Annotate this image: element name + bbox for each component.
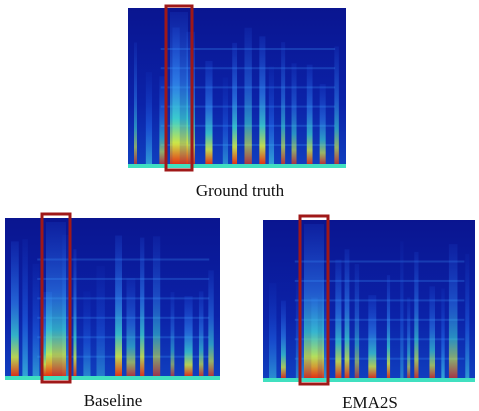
spectral-streak [208,270,214,376]
spectral-streak [22,239,28,376]
spectral-streak [73,249,77,376]
harmonic-band [294,338,465,341]
spectral-streak [115,235,122,376]
harmonic-band [37,277,210,280]
spectral-streak [170,292,175,376]
spectral-streak [232,42,238,164]
spectral-streak [244,27,252,164]
spectral-streak [152,236,161,376]
harmonic-band [294,299,465,302]
spectral-streak [386,275,391,378]
spectral-streak [441,288,445,378]
spectral-streak [222,77,229,164]
harmonic-band [294,357,465,360]
spectrogram-ground-truth [128,4,346,172]
spectral-streak [465,253,470,378]
spectral-streak [269,283,277,378]
spectral-streak [145,72,153,164]
baseline-strip [128,164,346,168]
spectral-streak [198,291,204,376]
spectral-streak [400,241,404,378]
spectral-streak [335,259,342,378]
spectral-streak [304,224,324,378]
baseline-strip [263,378,475,382]
harmonic-band [37,258,210,261]
spectral-streak [414,251,419,378]
spectral-streak [184,296,193,376]
spectral-streak [429,286,435,378]
spectral-streak [344,249,350,378]
harmonic-band [37,297,210,300]
harmonic-band [294,318,465,321]
spectral-streak [306,64,313,164]
spectral-streak [126,278,136,376]
highlight-box [40,212,72,384]
harmonic-band [294,279,465,282]
spectral-streak [322,279,328,378]
caption: Ground truth [196,181,285,200]
highlight-box [164,4,194,172]
harmonic-band [37,355,210,358]
spectral-streak [134,42,138,164]
spectral-streak [96,265,105,376]
spectral-streak [448,244,458,378]
spectral-streak [280,300,286,378]
spectrogram-baseline [5,212,220,384]
spectral-streak [83,291,91,376]
spectral-streak [159,76,167,164]
spectral-streak [140,237,145,376]
harmonic-band [37,336,210,339]
spectral-streak [281,42,286,164]
spectral-streak [170,12,188,164]
harmonic-band [37,316,210,319]
spectral-streak [319,84,326,164]
caption: EMA2S [342,393,398,411]
spectral-streak [205,60,213,164]
baseline-strip [5,376,220,380]
spectrogram-ema2s [263,214,475,386]
highlight-box [298,214,330,386]
spectral-streak [354,264,360,378]
spectral-streak [291,63,297,165]
spectral-streak [11,241,19,376]
caption: Baseline [84,391,143,410]
spectral-streak [259,36,266,164]
spectral-streak [268,66,275,164]
spectral-streak [407,297,411,378]
spectral-streak [46,222,66,376]
spectral-streak [334,46,339,165]
spectral-streak [62,234,70,376]
spectral-streak [368,295,377,378]
spectral-streak [32,263,40,376]
harmonic-band [294,260,465,263]
